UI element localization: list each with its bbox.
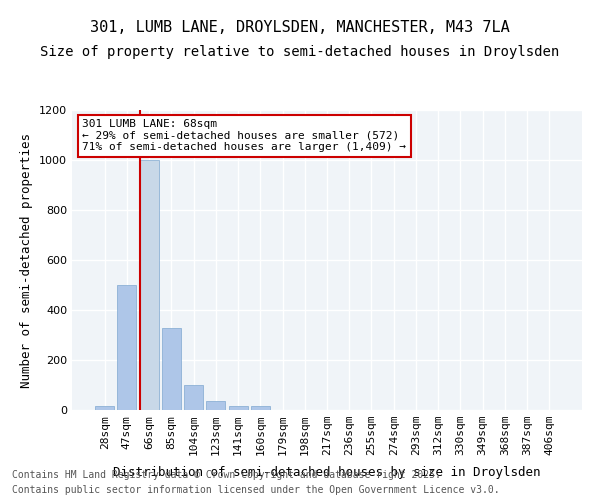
Y-axis label: Number of semi-detached properties: Number of semi-detached properties bbox=[20, 132, 34, 388]
Bar bbox=[95, 406, 114, 410]
Text: 301, LUMB LANE, DROYLSDEN, MANCHESTER, M43 7LA: 301, LUMB LANE, DROYLSDEN, MANCHESTER, M… bbox=[90, 20, 510, 35]
Bar bbox=[229, 406, 248, 410]
Text: 301 LUMB LANE: 68sqm
← 29% of semi-detached houses are smaller (572)
71% of semi: 301 LUMB LANE: 68sqm ← 29% of semi-detac… bbox=[82, 119, 406, 152]
Bar bbox=[118, 285, 136, 410]
Bar bbox=[184, 385, 203, 410]
Bar bbox=[206, 401, 225, 410]
Text: Size of property relative to semi-detached houses in Droylsden: Size of property relative to semi-detach… bbox=[40, 45, 560, 59]
Text: Contains HM Land Registry data © Crown copyright and database right 2025.: Contains HM Land Registry data © Crown c… bbox=[12, 470, 441, 480]
X-axis label: Distribution of semi-detached houses by size in Droylsden: Distribution of semi-detached houses by … bbox=[113, 466, 541, 479]
Bar bbox=[140, 160, 158, 410]
Bar bbox=[162, 328, 181, 410]
Bar bbox=[251, 406, 270, 410]
Text: Contains public sector information licensed under the Open Government Licence v3: Contains public sector information licen… bbox=[12, 485, 500, 495]
